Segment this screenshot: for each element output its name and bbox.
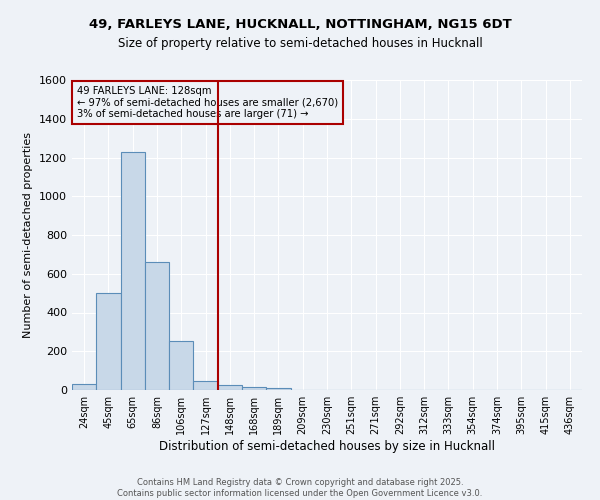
Text: 49 FARLEYS LANE: 128sqm
← 97% of semi-detached houses are smaller (2,670)
3% of : 49 FARLEYS LANE: 128sqm ← 97% of semi-de… — [77, 86, 338, 120]
Y-axis label: Number of semi-detached properties: Number of semi-detached properties — [23, 132, 34, 338]
Bar — [169, 340, 193, 390]
Bar — [72, 384, 96, 390]
Text: Contains HM Land Registry data © Crown copyright and database right 2025.
Contai: Contains HM Land Registry data © Crown c… — [118, 478, 482, 498]
Bar — [145, 262, 169, 390]
Bar — [96, 293, 121, 390]
X-axis label: Distribution of semi-detached houses by size in Hucknall: Distribution of semi-detached houses by … — [159, 440, 495, 453]
Bar — [121, 152, 145, 390]
Bar — [266, 388, 290, 390]
Bar — [242, 387, 266, 390]
Text: 49, FARLEYS LANE, HUCKNALL, NOTTINGHAM, NG15 6DT: 49, FARLEYS LANE, HUCKNALL, NOTTINGHAM, … — [89, 18, 511, 30]
Bar — [193, 382, 218, 390]
Text: Size of property relative to semi-detached houses in Hucknall: Size of property relative to semi-detach… — [118, 38, 482, 51]
Bar — [218, 385, 242, 390]
